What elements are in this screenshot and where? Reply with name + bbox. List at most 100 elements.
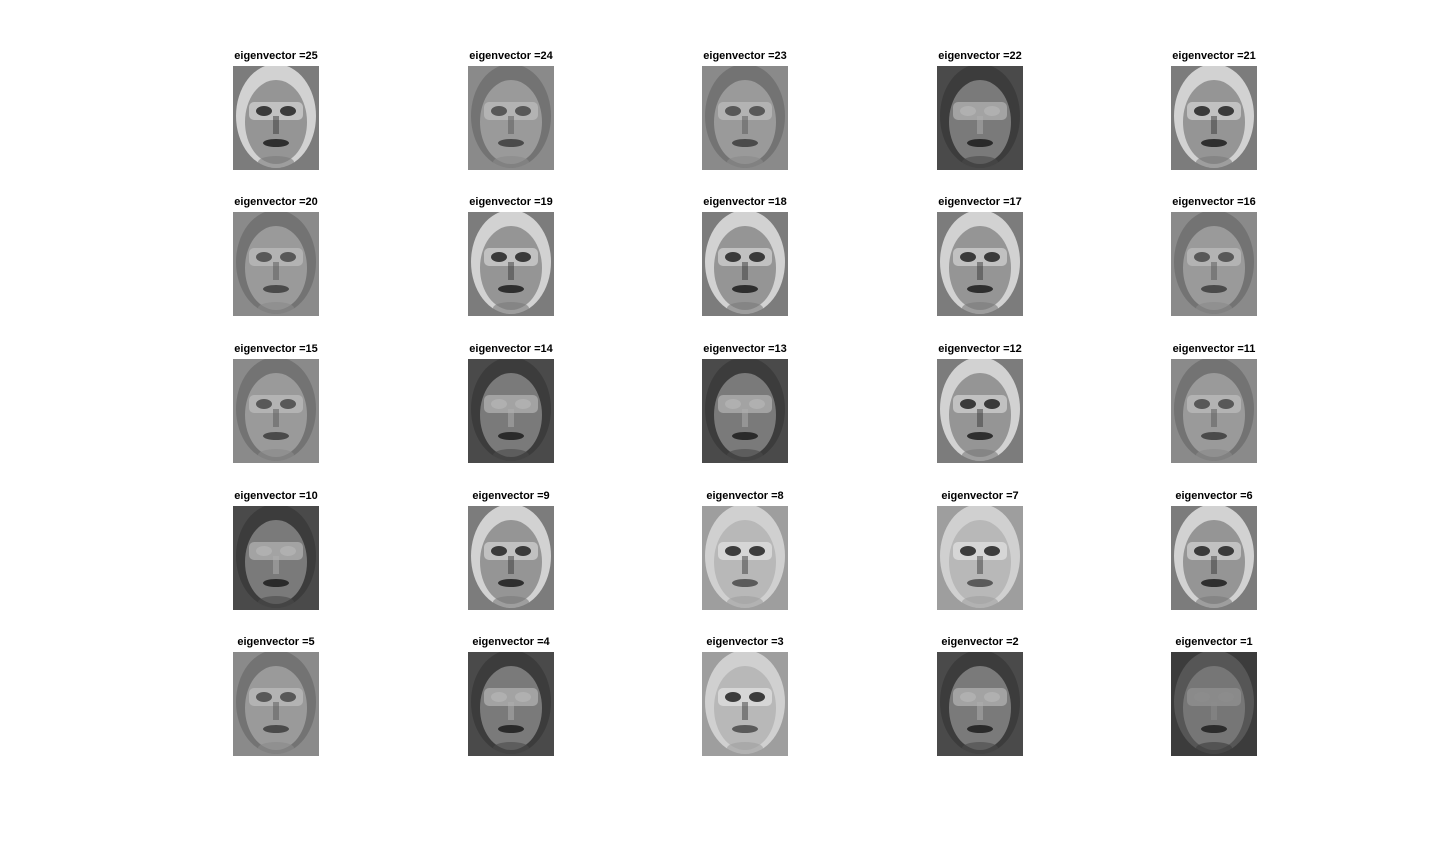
right-eye-region [984,692,1000,702]
subplot-title: eigenvector =25 [234,50,318,62]
subplot-title: eigenvector =11 [1172,343,1256,355]
eigenface-image [937,652,1023,756]
eigenface-image [468,506,554,610]
mouth-region [263,579,289,587]
chin-region [962,596,998,608]
nose-region [977,116,983,134]
mouth-region [967,285,993,293]
nose-region [273,409,279,427]
subplot-title: eigenvector =24 [469,50,553,62]
eigenface-image [468,66,554,170]
subplot-title: eigenvector =8 [706,490,784,502]
eigenface-image [1171,359,1257,463]
right-eye-region [984,252,1000,262]
eigenface-image [1171,652,1257,756]
left-eye-region [1194,106,1210,116]
nose-region [508,556,514,574]
left-eye-region [960,106,976,116]
eigenface-image [702,359,788,463]
mouth-region [1201,725,1227,733]
left-eye-region [1194,399,1210,409]
left-eye-region [491,399,507,409]
right-eye-region [515,399,531,409]
eigenface-image [937,212,1023,316]
eigenface-image [468,359,554,463]
right-eye-region [515,252,531,262]
right-eye-region [515,692,531,702]
eigenface-image [1171,66,1257,170]
nose-region [273,116,279,134]
subplot-title: eigenvector =6 [1175,490,1253,502]
chin-region [1196,449,1232,461]
subplot-title: eigenvector =20 [234,196,318,208]
left-eye-region [725,546,741,556]
nose-region [742,262,748,280]
right-eye-region [280,252,296,262]
nose-region [977,702,983,720]
eigenface-image [937,66,1023,170]
subplot-title: eigenvector =2 [941,636,1019,648]
chin-region [1196,596,1232,608]
eigenface-image [937,506,1023,610]
right-eye-region [1218,252,1234,262]
nose-region [1211,116,1217,134]
left-eye-region [960,252,976,262]
chin-region [493,596,529,608]
right-eye-region [749,399,765,409]
nose-region [977,409,983,427]
subplot-title: eigenvector =12 [938,343,1022,355]
right-eye-region [749,692,765,702]
eigenface-image [233,212,319,316]
mouth-region [1201,432,1227,440]
left-eye-region [725,106,741,116]
mouth-region [263,285,289,293]
right-eye-region [1218,106,1234,116]
mouth-region [732,579,758,587]
mouth-region [498,432,524,440]
mouth-region [1201,579,1227,587]
chin-region [1196,302,1232,314]
subplot-title: eigenvector =9 [472,490,550,502]
chin-region [258,156,294,168]
chin-region [727,742,763,754]
chin-region [727,156,763,168]
mouth-region [1201,285,1227,293]
left-eye-region [725,692,741,702]
mouth-region [967,432,993,440]
right-eye-region [749,106,765,116]
left-eye-region [725,252,741,262]
left-eye-region [491,106,507,116]
subplot-title: eigenvector =23 [703,50,787,62]
eigenface-image [702,212,788,316]
right-eye-region [984,399,1000,409]
subplot-title: eigenvector =21 [1172,50,1256,62]
chin-region [258,596,294,608]
mouth-region [967,579,993,587]
subplot-title: eigenvector =5 [237,636,315,648]
nose-region [273,262,279,280]
nose-region [977,262,983,280]
left-eye-region [1194,692,1210,702]
chin-region [1196,156,1232,168]
nose-region [508,116,514,134]
right-eye-region [515,106,531,116]
mouth-region [498,579,524,587]
right-eye-region [515,546,531,556]
nose-region [1211,556,1217,574]
nose-region [977,556,983,574]
chin-region [493,302,529,314]
eigenface-image [233,652,319,756]
chin-region [962,156,998,168]
right-eye-region [1218,399,1234,409]
eigenface-image [233,66,319,170]
mouth-region [732,432,758,440]
left-eye-region [256,692,272,702]
nose-region [508,702,514,720]
nose-region [742,116,748,134]
chin-region [727,596,763,608]
eigenface-image [1171,212,1257,316]
eigenface-image [233,506,319,610]
left-eye-region [491,546,507,556]
subplot-title: eigenvector =4 [472,636,550,648]
left-eye-region [725,399,741,409]
